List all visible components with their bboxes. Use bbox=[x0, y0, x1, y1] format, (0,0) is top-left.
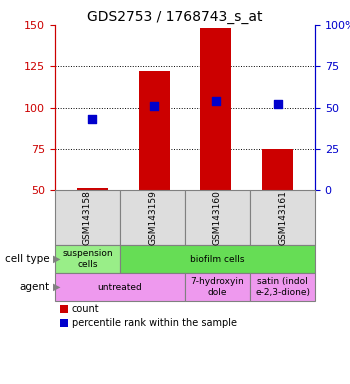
Text: cell type: cell type bbox=[5, 254, 50, 264]
Bar bbox=[139, 71, 169, 190]
Text: GSM143159: GSM143159 bbox=[148, 190, 157, 245]
Text: ▶: ▶ bbox=[53, 254, 61, 264]
Text: agent: agent bbox=[20, 282, 50, 292]
Bar bbox=[77, 188, 107, 190]
Text: untreated: untreated bbox=[98, 283, 142, 291]
Point bbox=[275, 101, 281, 107]
Text: ▶: ▶ bbox=[53, 282, 61, 292]
Text: GSM143158: GSM143158 bbox=[83, 190, 92, 245]
Bar bbox=[262, 149, 293, 190]
Text: biofilm cells: biofilm cells bbox=[190, 255, 245, 263]
Text: satin (indol
e-2,3-dione): satin (indol e-2,3-dione) bbox=[255, 277, 310, 297]
Point bbox=[213, 98, 219, 104]
Point bbox=[89, 116, 95, 122]
Text: GDS2753 / 1768743_s_at: GDS2753 / 1768743_s_at bbox=[87, 10, 263, 24]
Text: suspension
cells: suspension cells bbox=[62, 249, 113, 269]
Bar bbox=[201, 28, 231, 190]
Text: 7-hydroxyin
dole: 7-hydroxyin dole bbox=[191, 277, 244, 297]
Text: GSM143161: GSM143161 bbox=[278, 190, 287, 245]
Point bbox=[151, 103, 157, 109]
Text: GSM143160: GSM143160 bbox=[213, 190, 222, 245]
Text: percentile rank within the sample: percentile rank within the sample bbox=[72, 318, 237, 328]
Text: count: count bbox=[72, 304, 100, 314]
